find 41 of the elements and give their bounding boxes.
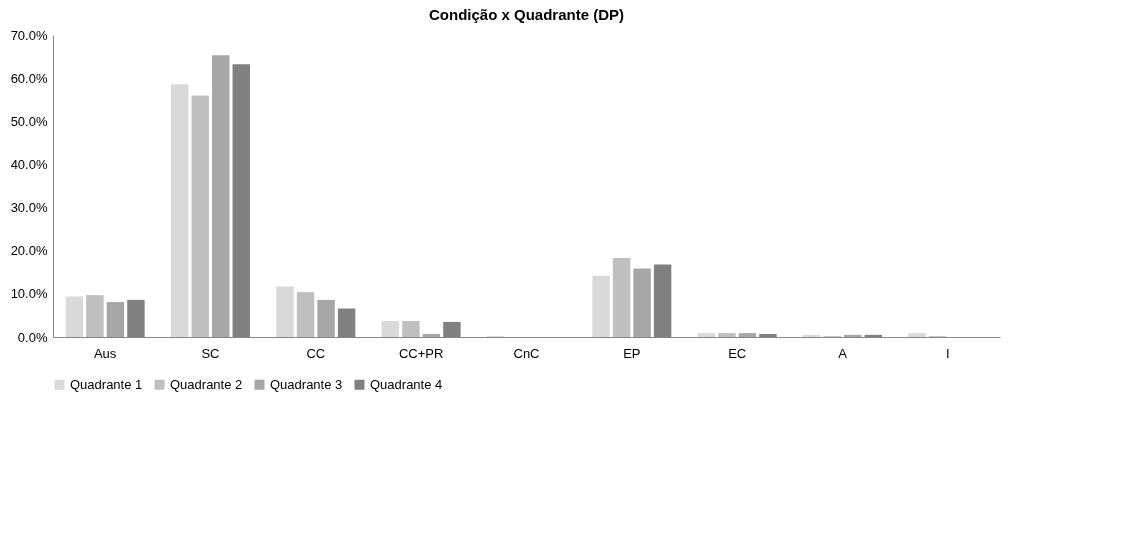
- bar: [908, 333, 926, 337]
- x-tick-label: CnC: [513, 345, 540, 361]
- bar: [106, 302, 125, 337]
- x-tick-label: I: [946, 345, 950, 361]
- bar: [170, 84, 189, 337]
- bar: [191, 95, 209, 337]
- x-tick-label: EC: [728, 345, 747, 361]
- bar: [296, 292, 315, 337]
- y-tick-label: 50.0%: [10, 113, 48, 129]
- x-tick-label: A: [838, 345, 848, 361]
- legend-label: Quadrante 2: [170, 376, 243, 392]
- x-tick-label: SC: [201, 345, 220, 361]
- bar: [612, 258, 631, 337]
- bar: [212, 55, 230, 337]
- y-tick-label: 30.0%: [10, 200, 48, 216]
- y-tick-label: 0.0%: [17, 329, 48, 345]
- y-tick-label: 20.0%: [10, 243, 48, 259]
- x-tick-label: CC: [306, 345, 326, 361]
- legend-label: Quadrante 1: [70, 376, 143, 392]
- bar: [633, 268, 651, 337]
- bar: [718, 333, 736, 337]
- bar: [592, 275, 610, 337]
- x-tick-label: CC+PR: [398, 345, 444, 361]
- bar: [65, 296, 84, 337]
- bar: [276, 286, 294, 337]
- x-tick-label: EP: [623, 345, 641, 361]
- bar: [697, 333, 716, 337]
- y-tick-label: 60.0%: [10, 70, 48, 86]
- legend-label: Quadrante 4: [370, 376, 443, 392]
- y-tick-label: 70.0%: [10, 27, 48, 43]
- bar: [402, 321, 420, 337]
- bar: [422, 333, 441, 337]
- bar: [86, 295, 104, 337]
- bar: [738, 333, 757, 337]
- y-tick-label: 10.0%: [10, 286, 48, 302]
- y-tick-label: 40.0%: [10, 156, 48, 172]
- chart-title: Condição x Quadrante (DP): [428, 6, 625, 23]
- legend-label: Quadrante 3: [270, 376, 343, 392]
- x-tick-label: Aus: [93, 345, 117, 361]
- bar: [317, 299, 335, 337]
- bar: [381, 321, 400, 337]
